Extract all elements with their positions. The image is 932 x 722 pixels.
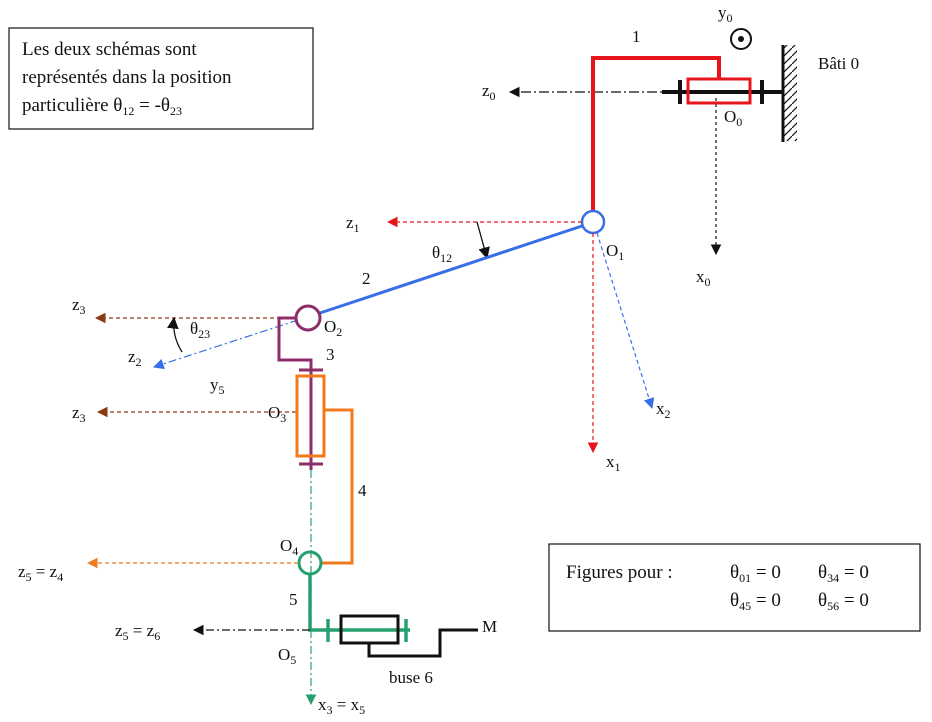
part-label-1: 1: [632, 27, 641, 46]
label-O4: O4: [280, 536, 298, 558]
joint-O1: [580, 209, 606, 235]
label-O1: O1: [606, 241, 624, 263]
label-z0: z0: [482, 81, 496, 103]
label-O3: O3: [268, 403, 286, 425]
label-theta23: θ23: [190, 319, 210, 341]
angle-theta12-arc: [476, 221, 490, 260]
figures-box: Figures pour : θ01 = 0 θ34 = 0 θ45 = 0 θ…: [548, 543, 921, 632]
label-x0: x0: [696, 267, 711, 289]
label-z2: z2: [128, 347, 142, 369]
note-line-1: Les deux schémas sont: [22, 39, 197, 60]
label-y0: y0: [718, 3, 733, 25]
label-theta12: θ12: [432, 243, 452, 265]
part-1: [591, 56, 752, 210]
label-z5-z4: z5 = z4: [18, 562, 63, 584]
label-x2: x2: [656, 399, 671, 421]
axis-x2: [596, 232, 655, 410]
joint-O2: [294, 304, 322, 332]
label-bati: Bâti 0: [818, 54, 859, 73]
figures-theta56: θ56 = 0: [818, 590, 869, 613]
part-2: [319, 224, 583, 315]
label-O5: O5: [278, 645, 296, 667]
label-y5: y5: [210, 375, 225, 397]
note-line-3: particulière θ12 = -θ23: [22, 95, 182, 118]
part-label-3: 3: [326, 345, 335, 364]
note-box: Les deux schémas sont représentés dans l…: [8, 27, 314, 130]
angle-theta23-arc: [167, 316, 183, 353]
axis-z2: [152, 319, 299, 370]
part-3: [277, 316, 323, 470]
figures-label: Figures pour :: [566, 562, 673, 583]
label-buse: buse 6: [389, 668, 433, 687]
label-z1: z1: [346, 213, 360, 235]
joint-O4: [297, 550, 323, 576]
nozzle-6: [339, 614, 478, 658]
part-label-4: 4: [358, 481, 367, 500]
label-O0: O0: [724, 107, 742, 129]
label-z3-lower: z3: [72, 403, 86, 425]
label-x3-x5: x3 = x5: [318, 695, 365, 717]
part-5: [308, 574, 410, 642]
figures-theta34: θ34 = 0: [818, 562, 869, 585]
part-label-5: 5: [289, 590, 298, 609]
figures-theta45: θ45 = 0: [730, 590, 781, 613]
note-line-2: représentés dans la position: [22, 67, 232, 88]
frame-ground: Bâti 0: [781, 45, 859, 142]
label-O2: O2: [324, 317, 342, 339]
label-z3-upper: z3: [72, 295, 86, 317]
part-label-2: 2: [362, 269, 371, 288]
y0-out-of-plane-icon: [730, 28, 752, 50]
figures-theta01: θ01 = 0: [730, 562, 781, 585]
label-x1: x1: [606, 452, 621, 474]
label-M: M: [482, 617, 497, 636]
part-4: [295, 374, 354, 565]
label-z5-z6: z5 = z6: [115, 621, 160, 643]
